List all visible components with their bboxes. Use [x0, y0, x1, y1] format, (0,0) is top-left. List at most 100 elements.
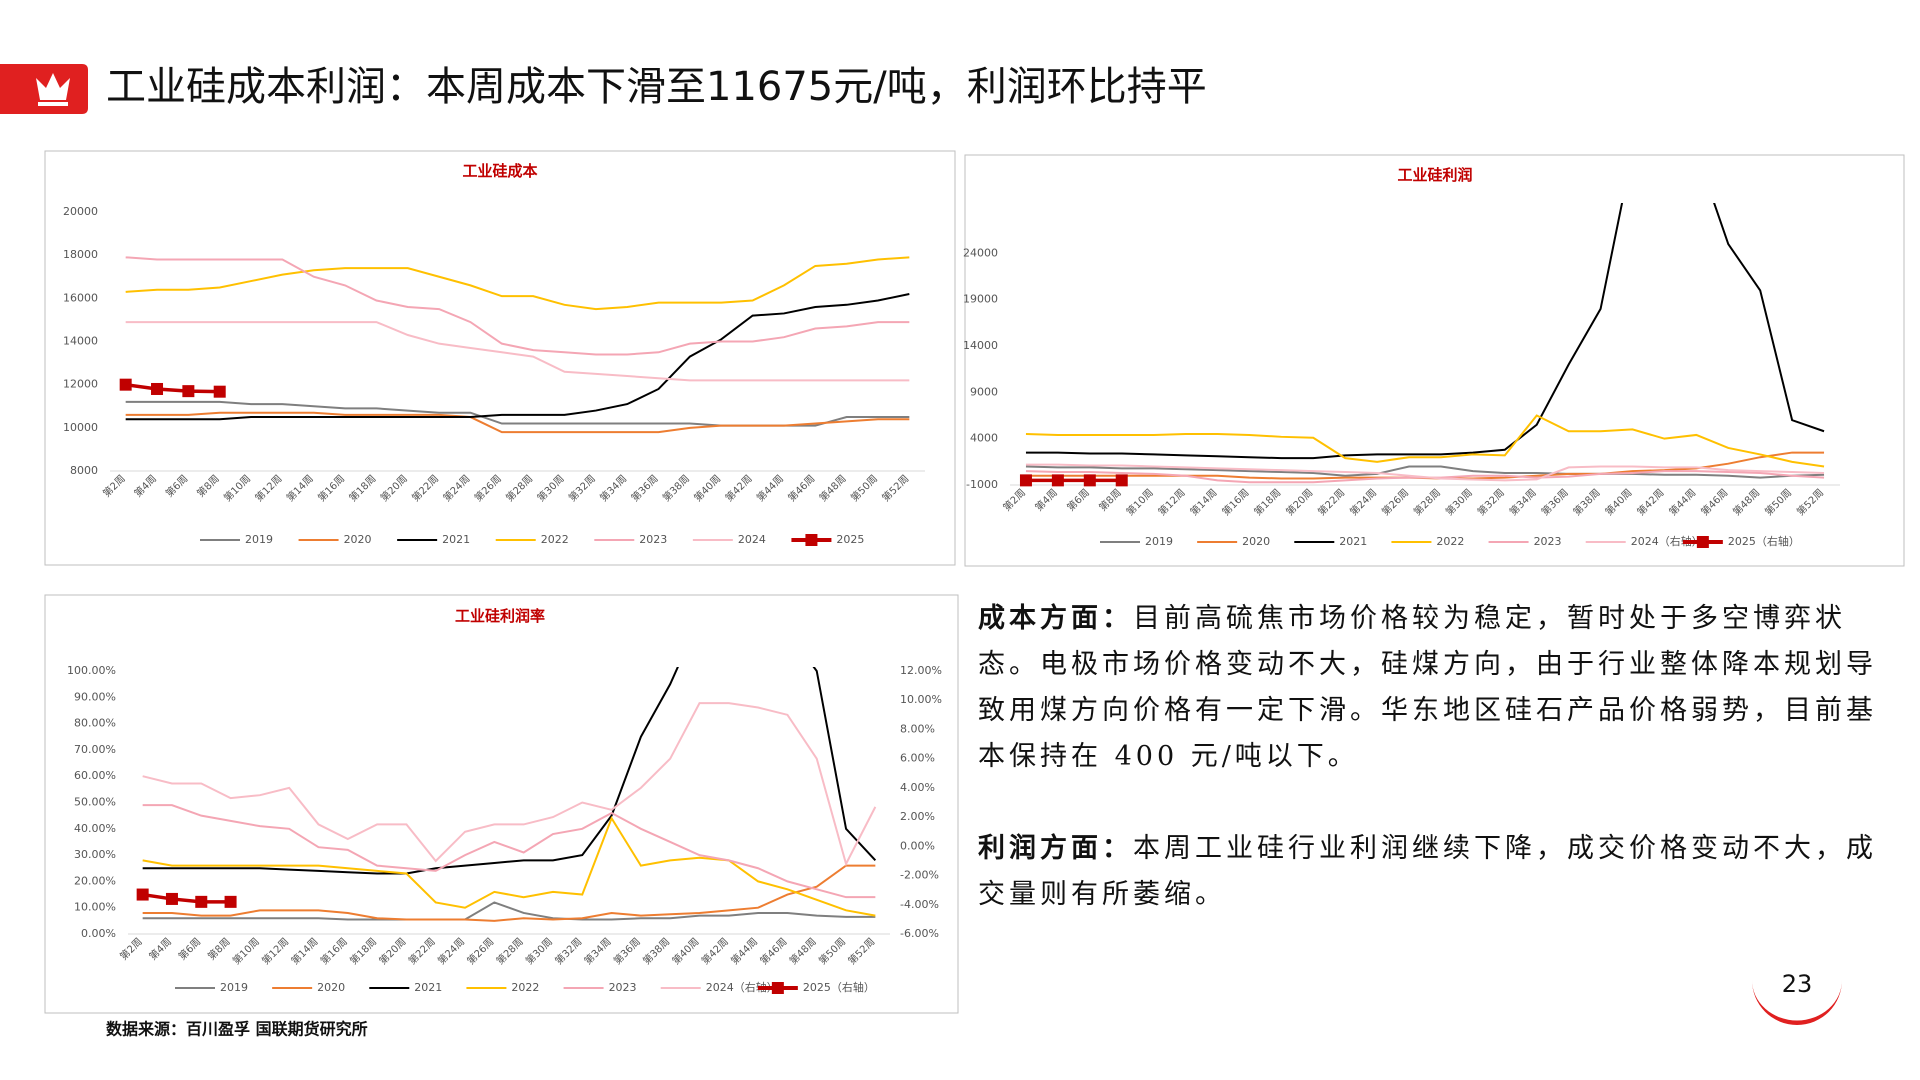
chart-title: 工业硅成本: [462, 162, 537, 180]
x-tick-label: 第44周: [728, 935, 760, 967]
y2-tick-label: 2.00%: [900, 810, 935, 823]
x-tick-label: 第48周: [787, 935, 819, 967]
legend-label: 2024（右轴）: [706, 980, 778, 994]
legend-label: 2022: [511, 981, 539, 994]
x-tick-label: 第16周: [1219, 486, 1251, 518]
x-tick-label: 第10周: [230, 935, 262, 967]
series-line: [1025, 463, 1825, 482]
paragraph: 利润方面：本周工业硅行业利润继续下降，成交价格变动不大，成交量则有所萎缩。: [978, 826, 1878, 918]
slide-title: 工业硅成本利润：本周成本下滑至11675元/吨，利润环比持平: [106, 64, 1207, 110]
series-marker: [213, 385, 226, 398]
series-line: [125, 256, 910, 356]
plot: [136, 667, 877, 922]
x-tick-label: 第38周: [660, 472, 692, 504]
x-tick-label: 第16周: [315, 472, 347, 504]
y2-tick-label: 12.00%: [900, 664, 942, 677]
x-tick-label: 第34周: [1507, 486, 1539, 518]
x-tick-label: 第46周: [757, 935, 789, 967]
x-tick-label: 第20周: [378, 472, 410, 504]
y2-tick-label: 10.00%: [900, 693, 942, 706]
legend-marker: [1696, 536, 1709, 548]
legend-label: 2021: [1339, 535, 1367, 548]
legend-label: 2025（右轴）: [1728, 534, 1800, 548]
x-tick-label: 第32周: [566, 472, 598, 504]
legend-marker: [805, 534, 818, 546]
series-marker: [195, 895, 208, 908]
x-tick-label: 第46周: [1698, 486, 1730, 518]
y-tick-label: 10000: [63, 421, 98, 434]
series-line: [142, 702, 877, 867]
x-tick-label: 第36周: [611, 935, 643, 967]
y-tick-label: 9000: [970, 385, 998, 398]
y-tick-label: 50.00%: [74, 796, 116, 809]
x-tick-label: 第40周: [691, 472, 723, 504]
legend-label: 2019: [1145, 535, 1173, 548]
x-tick-label: 第34周: [597, 472, 629, 504]
series-line: [125, 382, 220, 394]
x-tick-label: 第10周: [1123, 486, 1155, 518]
x-tick-label: 第6周: [176, 935, 204, 963]
plot: [1019, 203, 1825, 487]
x-tick-label: 第52周: [845, 935, 877, 967]
chart-title: 工业硅利润率: [455, 607, 545, 625]
x-tick-label: 第18周: [1251, 486, 1283, 518]
y-tick-label: 90.00%: [74, 690, 116, 703]
x-tick-label: 第42周: [722, 472, 754, 504]
crown-base: [38, 102, 68, 106]
legend-label: 2023: [609, 981, 637, 994]
x-tick-label: 第38周: [640, 935, 672, 967]
y-tick-label: 80.00%: [74, 717, 116, 730]
paragraph-heading: 利润方面：: [978, 833, 1133, 864]
chart-frame: [964, 154, 1905, 567]
x-tick-label: 第28周: [1411, 486, 1443, 518]
paragraph: 成本方面：目前高硫焦市场价格较为稳定，暂时处于多空博弈状态。电极市场价格变动不大…: [978, 596, 1878, 780]
y-tick-label: 30.00%: [74, 848, 116, 861]
x-tick-label: 第36周: [1538, 486, 1570, 518]
series-line: [142, 892, 231, 904]
chart-title: 工业硅利润: [1397, 166, 1472, 184]
y-tick-label: 18000: [63, 248, 98, 261]
x-tick-label: 第32周: [1475, 486, 1507, 518]
x-tick-label: 第12周: [252, 472, 284, 504]
legend-label: 2022: [1436, 535, 1464, 548]
y-tick-label: 19000: [963, 293, 998, 306]
y-tick-label: 16000: [63, 291, 98, 304]
y2-tick-label: 6.00%: [900, 752, 935, 765]
paragraph-body: 目前高硫焦市场价格较为稳定，暂时处于多空博弈状态。电极市场价格变动不大，硅煤方向…: [978, 603, 1877, 772]
commentary: 成本方面：目前高硫焦市场价格较为稳定，暂时处于多空博弈状态。电极市场价格变动不大…: [978, 596, 1878, 964]
x-tick-label: 第2周: [100, 472, 128, 500]
series-line: [125, 400, 910, 427]
legend-label: 2023: [639, 533, 667, 546]
x-tick-label: 第40周: [1602, 486, 1634, 518]
legend-label: 2019: [245, 533, 273, 546]
x-tick-label: 第4周: [1032, 486, 1060, 514]
x-tick-label: 第46周: [785, 472, 817, 504]
x-tick-label: 第38周: [1570, 486, 1602, 518]
series-marker: [224, 895, 237, 908]
legend-marker: [771, 982, 784, 994]
legend-label: 2025（右轴）: [803, 980, 875, 994]
x-tick-label: 第6周: [1064, 486, 1092, 514]
x-tick-label: 第2周: [117, 935, 145, 963]
y-tick-label: 0.00%: [81, 927, 116, 940]
x-tick-label: 第30周: [1443, 486, 1475, 518]
series-marker: [151, 382, 164, 395]
x-tick-label: 第28周: [503, 472, 535, 504]
x-tick-label: 第14周: [288, 935, 320, 967]
x-tick-label: 第40周: [669, 935, 701, 967]
x-tick-label: 第42周: [1634, 486, 1666, 518]
x-tick-label: 第8周: [205, 935, 233, 963]
y2-tick-label: 0.00%: [900, 839, 935, 852]
paragraph-heading: 成本方面：: [978, 603, 1133, 634]
y-tick-label: 20.00%: [74, 874, 116, 887]
x-tick-label: 第14周: [1187, 486, 1219, 518]
x-tick-label: 第24周: [1347, 486, 1379, 518]
x-tick-label: 第20周: [1283, 486, 1315, 518]
y2-tick-label: 8.00%: [900, 722, 935, 735]
x-tick-label: 第26周: [464, 935, 496, 967]
series-line: [125, 411, 910, 434]
series-line: [125, 256, 910, 311]
series-line: [125, 321, 910, 382]
y-tick-label: 100.00%: [67, 664, 116, 677]
